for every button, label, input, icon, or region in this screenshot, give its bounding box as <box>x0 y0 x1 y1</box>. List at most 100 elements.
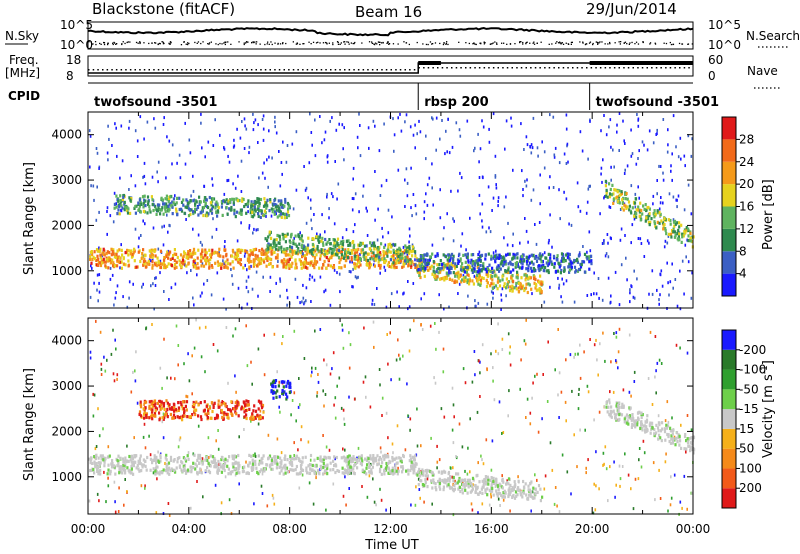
data-cell <box>476 261 479 265</box>
data-cell <box>631 206 634 210</box>
data-cell <box>276 437 279 441</box>
nsearch-point <box>162 41 164 43</box>
data-cell <box>310 300 312 303</box>
data-cell <box>275 238 278 242</box>
data-cell <box>491 439 494 443</box>
data-cell <box>237 260 240 264</box>
data-cell <box>652 141 655 145</box>
data-cell <box>576 260 579 264</box>
data-cell <box>526 290 529 295</box>
data-cell <box>395 250 398 254</box>
data-cell <box>323 465 326 469</box>
data-cell <box>183 211 186 215</box>
nave-point <box>199 69 202 71</box>
data-cell <box>568 270 571 274</box>
data-cell <box>231 274 233 278</box>
data-cell <box>346 464 349 468</box>
data-cell <box>319 257 322 261</box>
data-cell <box>346 251 349 255</box>
data-cell <box>523 287 526 291</box>
nsearch-point <box>170 42 172 44</box>
data-cell <box>299 259 302 264</box>
data-cell <box>363 257 366 261</box>
data-cell <box>255 264 259 268</box>
data-cell <box>301 300 303 304</box>
data-cell <box>380 184 383 188</box>
data-cell <box>99 472 102 476</box>
data-cell <box>197 453 200 457</box>
data-cell <box>458 282 461 286</box>
data-cell <box>479 278 483 282</box>
data-cell <box>266 250 269 254</box>
nsearch-point <box>520 41 522 43</box>
y-tick-label: 2000 <box>51 218 82 232</box>
data-cell <box>260 261 263 265</box>
data-cell <box>143 403 145 407</box>
data-cell <box>240 212 243 216</box>
data-cell <box>595 450 597 454</box>
data-cell <box>563 268 566 272</box>
nsearch-point <box>408 43 410 46</box>
data-cell <box>146 455 149 460</box>
nsearch-point <box>328 42 330 44</box>
data-cell <box>379 271 381 275</box>
data-cell <box>245 127 248 131</box>
data-cell <box>478 160 480 164</box>
data-cell <box>323 470 326 474</box>
data-cell <box>470 258 473 262</box>
data-cell <box>464 260 467 264</box>
data-cell <box>296 252 299 256</box>
data-cell <box>359 252 361 256</box>
data-cell <box>516 270 519 274</box>
data-cell <box>264 176 266 180</box>
data-cell <box>110 352 113 356</box>
nsearch-point <box>348 43 350 45</box>
data-cell <box>542 253 544 257</box>
data-cell <box>686 238 688 242</box>
data-cell <box>392 254 395 258</box>
nsearch-point <box>579 41 581 43</box>
data-cell <box>454 479 456 483</box>
data-cell <box>251 250 254 254</box>
data-cell <box>357 257 360 261</box>
data-cell <box>451 428 454 432</box>
data-cell <box>325 456 328 460</box>
data-cell <box>615 483 617 487</box>
data-cell <box>680 240 683 244</box>
nsearch-point <box>135 41 138 44</box>
data-cell <box>248 257 251 261</box>
data-cell <box>667 218 670 222</box>
data-cell <box>328 448 331 452</box>
data-cell <box>240 209 243 213</box>
data-cell <box>253 262 256 266</box>
data-cell <box>123 208 126 212</box>
data-cell <box>493 285 496 289</box>
data-cell <box>151 323 153 326</box>
data-cell <box>393 149 395 153</box>
data-cell <box>560 295 562 299</box>
data-cell <box>277 455 280 459</box>
data-cell <box>314 262 317 266</box>
data-cell <box>670 496 673 500</box>
data-cell <box>289 249 292 253</box>
data-cell <box>450 466 452 470</box>
data-cell <box>411 455 414 459</box>
data-cell <box>133 206 136 210</box>
data-cell <box>248 151 250 155</box>
data-cell <box>445 271 448 275</box>
data-cell <box>94 447 97 451</box>
data-cell <box>134 460 137 464</box>
data-cell <box>374 124 376 128</box>
data-cell <box>376 454 379 458</box>
data-cell <box>352 177 354 181</box>
data-cell <box>459 268 463 272</box>
data-cell <box>336 242 339 246</box>
data-cell <box>304 245 307 249</box>
data-cell <box>651 292 654 296</box>
nsearch-point <box>492 42 494 44</box>
data-cell <box>109 266 112 270</box>
data-cell <box>271 493 274 497</box>
data-cell <box>171 205 174 209</box>
data-cell <box>197 266 200 270</box>
velocity-heatmap <box>88 318 696 517</box>
